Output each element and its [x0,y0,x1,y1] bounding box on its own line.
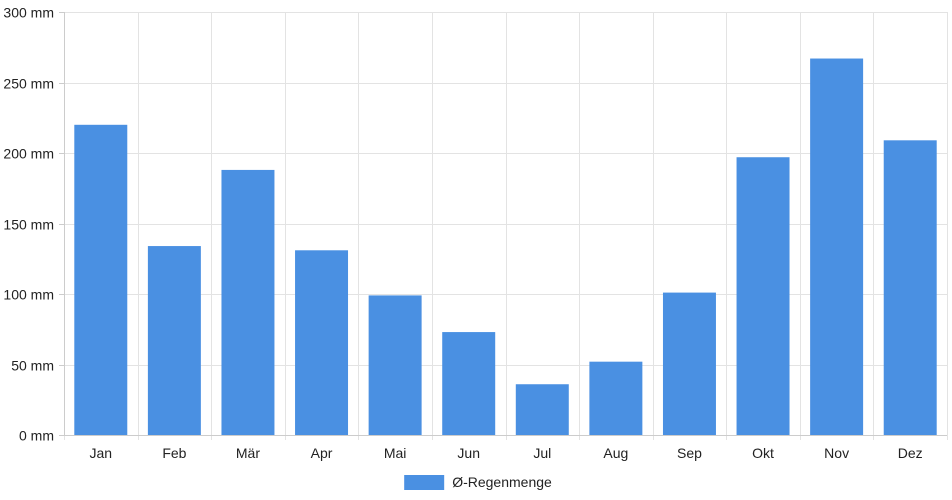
y-tick-label: 200 mm [3,146,54,162]
bar-sep[interactable] [662,292,716,435]
bar-jul[interactable] [515,384,569,435]
grid [64,12,948,440]
legend-label[interactable]: Ø-Regenmenge [452,474,552,490]
y-tick-label: 100 mm [3,287,54,303]
bar-mär[interactable] [221,169,275,436]
x-tick-label: Jul [533,445,551,461]
bar-jun[interactable] [442,332,496,435]
x-tick-label: Jun [457,445,480,461]
x-tick-label: Jan [90,445,113,461]
y-tick-label: 50 mm [11,358,54,374]
x-tick-label: Nov [824,445,849,461]
bars [74,58,937,436]
bar-okt[interactable] [736,157,790,436]
x-tick-label: Sep [677,445,702,461]
x-tick-label: Feb [162,445,186,461]
legend[interactable]: Ø-Regenmenge [404,474,552,490]
bar-mai[interactable] [368,295,422,435]
bar-apr[interactable] [295,250,349,435]
axes [59,12,947,436]
y-tick-label: 150 mm [3,217,54,233]
bar-dez[interactable] [883,140,937,435]
y-tick-label: 300 mm [3,5,54,21]
x-tick-label: Dez [898,445,923,461]
x-tick-label: Okt [752,445,774,461]
x-tick-label: Aug [603,445,628,461]
legend-swatch[interactable] [404,475,445,490]
y-tick-label: 0 mm [19,428,54,444]
bar-jan[interactable] [74,124,128,436]
x-tick-label: Mär [236,445,260,461]
x-tick-label: Mai [384,445,407,461]
tick-labels: 0 mm 50 mm 100 mm 150 mm 200 mm 250 mm 300 mm J… [3,5,922,462]
bar-nov[interactable] [810,58,864,435]
bar-feb[interactable] [147,246,201,435]
bar-aug[interactable] [589,361,643,435]
x-tick-label: Apr [311,445,333,461]
y-tick-label: 250 mm [3,76,54,92]
